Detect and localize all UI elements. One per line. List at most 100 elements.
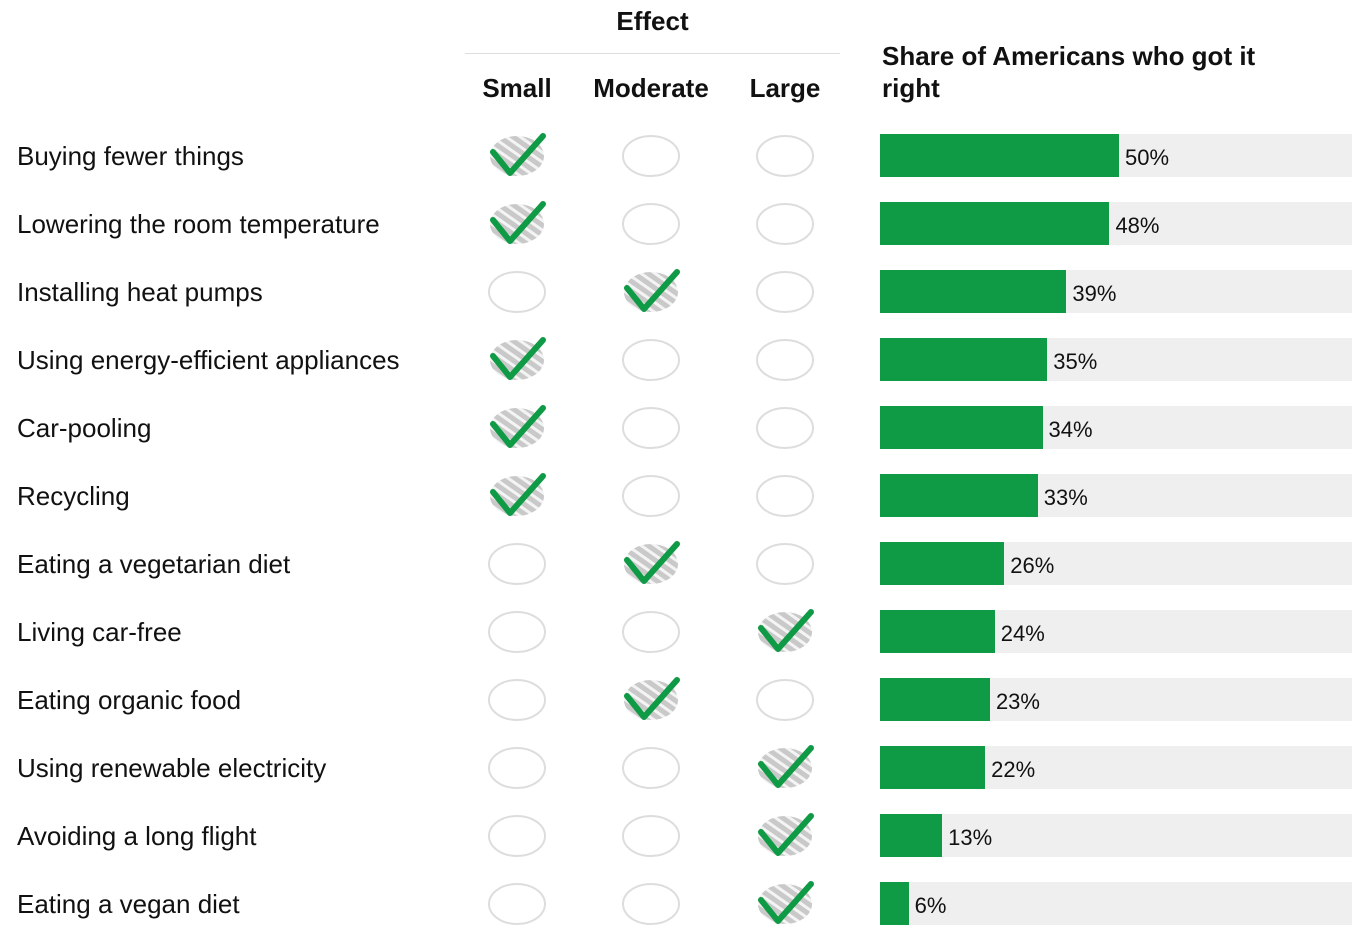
check-mark — [624, 541, 680, 584]
bar-track: 48% — [880, 202, 1352, 245]
empty-ellipse — [622, 747, 680, 789]
effect-cell — [718, 406, 852, 450]
effect-cell — [450, 746, 584, 790]
value-label: 26% — [1010, 553, 1055, 578]
level-header: Large — [749, 73, 821, 103]
empty-ellipse — [488, 611, 546, 653]
empty-ellipse — [488, 815, 546, 857]
effect-icons — [450, 677, 852, 722]
row-label: Using renewable electricity — [17, 752, 327, 783]
effect-icon — [756, 135, 814, 177]
effect-icons — [450, 813, 852, 858]
share-header: Share of Americans who got it right — [882, 41, 1256, 103]
effect-icons — [450, 405, 852, 450]
effect-icon — [622, 475, 680, 517]
row-label: Lowering the room temperature — [17, 208, 380, 239]
effect-icons — [450, 269, 852, 314]
effect-cell — [450, 270, 584, 314]
bar-track: 34% — [880, 406, 1352, 449]
effect-icon — [488, 271, 546, 313]
effect-icon — [622, 611, 680, 653]
effect-cell — [718, 338, 852, 382]
row: Car-pooling 34% — [0, 405, 1352, 474]
bar — [880, 474, 1038, 517]
effect-icon — [488, 543, 546, 585]
empty-ellipse — [756, 135, 814, 177]
row-label: Using energy-efficient appliances — [17, 344, 400, 375]
bar — [880, 814, 943, 857]
effect-icon — [756, 339, 814, 381]
row: Buying fewer things 50% — [0, 133, 1352, 202]
effect-icon — [622, 407, 680, 449]
bar-track: 33% — [880, 474, 1352, 517]
row-label: Installing heat pumps — [17, 276, 263, 307]
row: Installing heat pumps 39% — [0, 269, 1352, 338]
empty-ellipse — [488, 679, 546, 721]
effect-cell — [718, 881, 852, 926]
effect-icon — [624, 677, 680, 720]
value-label: 39% — [1072, 281, 1117, 306]
bar-track: 50% — [880, 134, 1352, 177]
empty-ellipse — [756, 339, 814, 381]
effect-cell — [718, 270, 852, 314]
empty-ellipse — [756, 679, 814, 721]
effect-icon — [756, 271, 814, 313]
effect-cell — [718, 813, 852, 858]
bar — [880, 270, 1067, 313]
effect-cell — [584, 269, 718, 314]
empty-ellipse — [756, 203, 814, 245]
effect-cell — [450, 610, 584, 654]
empty-ellipse — [756, 475, 814, 517]
effect-cell — [450, 201, 584, 246]
effect-cell — [584, 882, 718, 926]
effect-icon — [490, 133, 546, 176]
effect-icon — [490, 337, 546, 380]
row-label: Buying fewer things — [17, 140, 244, 171]
bar-track: 39% — [880, 270, 1352, 313]
check-mark — [758, 813, 814, 856]
effect-icons — [450, 473, 852, 518]
check-mark — [758, 745, 814, 788]
bar — [880, 338, 1048, 381]
empty-ellipse — [622, 815, 680, 857]
check-mark — [758, 881, 814, 924]
effect-icon — [758, 881, 814, 924]
check-mark — [490, 337, 546, 380]
empty-ellipse — [622, 883, 680, 925]
row-label: Avoiding a long flight — [17, 820, 257, 851]
effect-cell — [584, 677, 718, 722]
row: Avoiding a long flight 13% — [0, 813, 1352, 882]
row: Eating a vegan diet 6% — [0, 881, 1352, 950]
effect-icon — [624, 269, 680, 312]
bar-track: 22% — [880, 746, 1352, 789]
bar — [880, 610, 995, 653]
effect-icon — [488, 747, 546, 789]
effect-cell — [584, 610, 718, 654]
effect-cell — [718, 202, 852, 246]
bar — [880, 542, 1005, 585]
effect-cell — [450, 542, 584, 586]
empty-ellipse — [756, 271, 814, 313]
bar-track: 13% — [880, 814, 1352, 857]
value-label: 22% — [991, 757, 1036, 782]
row-label: Eating a vegetarian diet — [17, 548, 291, 579]
bar-track: 24% — [880, 610, 1352, 653]
effect-icons — [450, 745, 852, 790]
effect-cell — [450, 882, 584, 926]
row-label: Recycling — [17, 480, 130, 511]
effect-icon — [624, 541, 680, 584]
effect-icon — [622, 203, 680, 245]
effect-cell — [584, 338, 718, 382]
effect-icon — [488, 679, 546, 721]
effect-icon — [488, 611, 546, 653]
value-label: 50% — [1125, 145, 1170, 170]
empty-ellipse — [622, 339, 680, 381]
effect-cell — [718, 678, 852, 722]
empty-ellipse — [488, 271, 546, 313]
row: Recycling 33% — [0, 473, 1352, 542]
effect-icon — [756, 203, 814, 245]
effect-icons — [450, 201, 852, 246]
bar — [880, 882, 909, 925]
row-label: Eating organic food — [17, 684, 242, 715]
